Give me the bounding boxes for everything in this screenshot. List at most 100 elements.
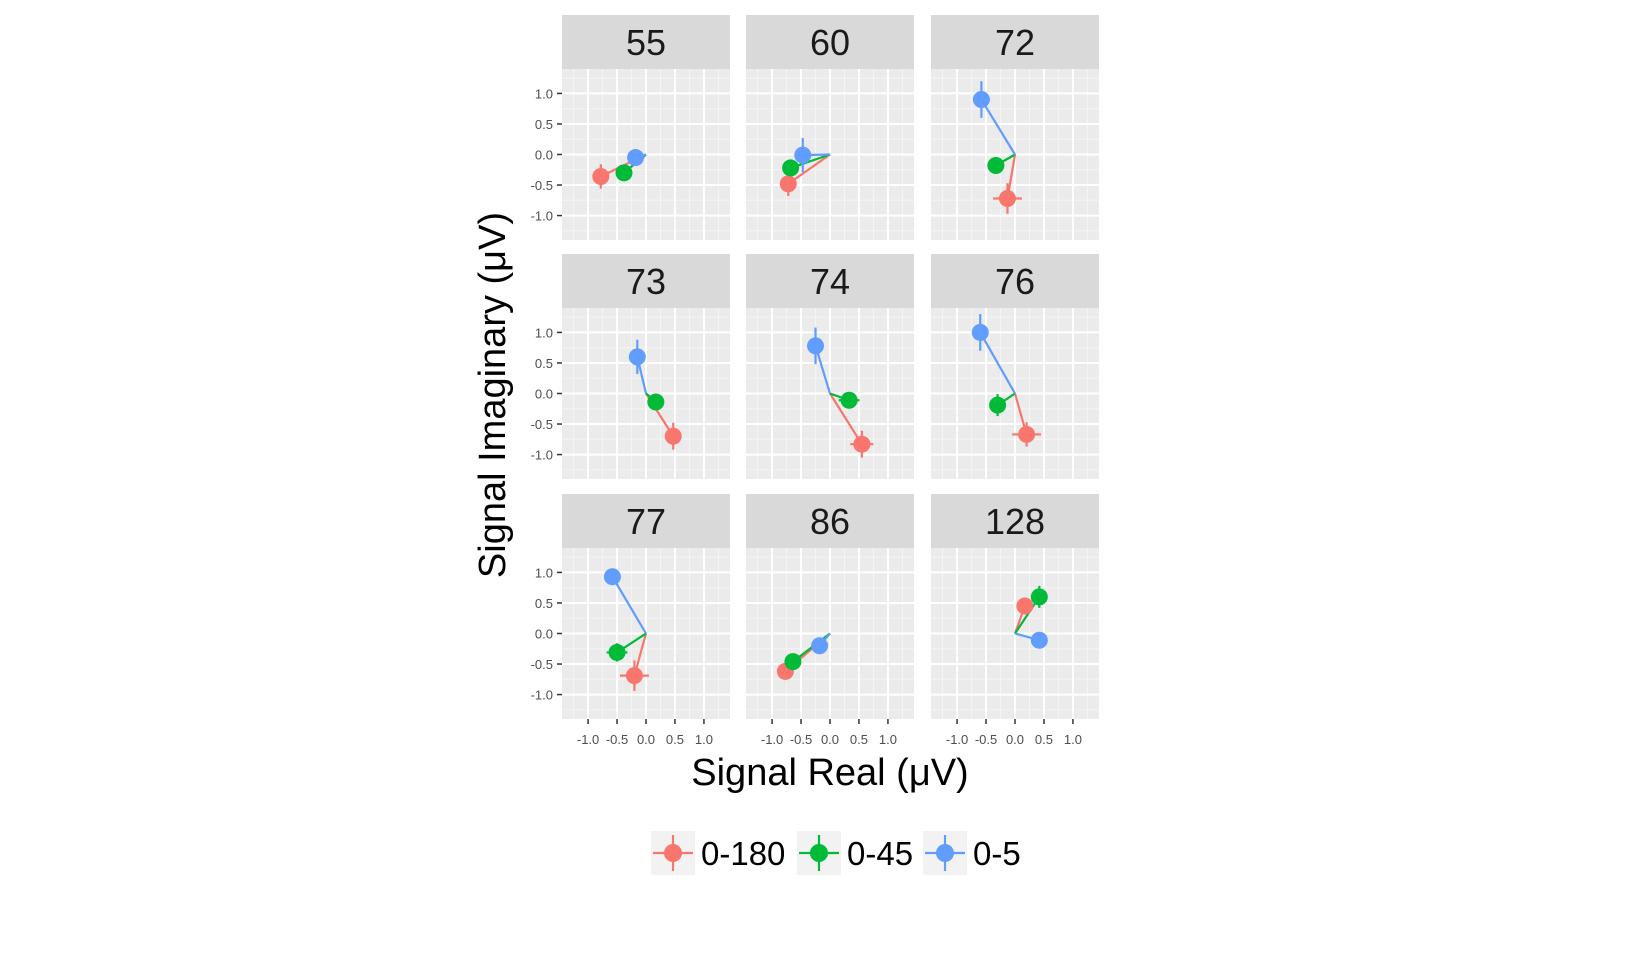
y-tick-label: 0.5: [535, 356, 553, 371]
y-tick-label: 0.5: [535, 117, 553, 132]
facet-strip-label: 74: [810, 261, 850, 302]
y-tick-label: 1.0: [535, 86, 553, 101]
data-point: [625, 667, 643, 685]
facet-strip: [746, 494, 914, 548]
data-point: [971, 323, 989, 341]
facet-strip-label: 77: [626, 501, 666, 542]
data-point: [794, 146, 812, 164]
data-point: [664, 427, 682, 445]
facet-panel: 86: [746, 494, 914, 719]
facet-strip: [931, 494, 1099, 548]
facet-panel: 76: [931, 254, 1099, 479]
facet-strip: [931, 254, 1099, 308]
facet-strip: [562, 494, 730, 548]
x-tick-label: 0.5: [1035, 732, 1053, 747]
facet-strip-label: 72: [995, 22, 1035, 63]
data-point: [811, 637, 829, 655]
facet-panel: 77: [562, 494, 730, 719]
series-segment: [829, 392, 863, 445]
facet-panel: 74: [746, 254, 914, 479]
y-axis-title: Signal Imaginary (μV): [472, 212, 514, 578]
series-segment: [980, 98, 1016, 156]
shared-axes: 1.0 0.5 0.0 -0.5 -1.0 1.0 0.5 0.0 -0.5 -1.0 1.0 0.5…: [531, 86, 1082, 747]
x-tick-label: 0.0: [637, 732, 655, 747]
facet-strip: [746, 254, 914, 308]
facet-panel: 128: [931, 494, 1099, 719]
data-point: [998, 189, 1016, 207]
series-segment: [979, 331, 1016, 395]
series-segment: [611, 576, 647, 635]
facet-strip: [746, 15, 914, 69]
legend: 0-180 0-45 0-5: [651, 831, 1021, 875]
facet-panel: 73: [562, 254, 730, 479]
y-tick-label: 0.0: [535, 627, 553, 642]
x-tick-label: -0.5: [606, 732, 628, 747]
facet-strip-label: 128: [985, 501, 1045, 542]
facet-strip-label: 73: [626, 261, 666, 302]
y-tick-label: 1.0: [535, 325, 553, 340]
x-axis-title: Signal Real (μV): [691, 752, 968, 794]
y-tick-label: -0.5: [531, 657, 553, 672]
y-tick-label: -1.0: [531, 688, 553, 703]
facet-strip-label: 60: [810, 22, 850, 63]
legend-key-point: [664, 844, 682, 862]
y-tick-label: -0.5: [531, 417, 553, 432]
x-tick-label: 1.0: [1064, 732, 1082, 747]
facet-strip-label: 55: [626, 22, 666, 63]
facet-grid: 55 60 72 73 74 76 77 86 128: [562, 15, 1099, 719]
data-point: [1030, 631, 1048, 649]
data-point: [627, 149, 645, 167]
data-point: [782, 159, 800, 177]
data-point: [807, 337, 825, 355]
facet-strip: [562, 254, 730, 308]
y-tick-label: 0.5: [535, 596, 553, 611]
x-tick-label: -0.5: [790, 732, 812, 747]
x-tick-label: 0.5: [850, 732, 868, 747]
x-tick-label: 1.0: [695, 732, 713, 747]
x-tick-label: 1.0: [879, 732, 897, 747]
data-point: [592, 167, 610, 185]
data-point: [615, 164, 633, 182]
x-tick-label: 0.0: [821, 732, 839, 747]
data-point: [989, 396, 1007, 414]
legend-key-point: [810, 844, 828, 862]
legend-label: 0-5: [973, 835, 1021, 872]
facet-strip-label: 76: [995, 261, 1035, 302]
y-tick-label: 0.0: [535, 148, 553, 163]
facet-panel: 60: [746, 15, 914, 240]
facet-panel: 72: [931, 15, 1099, 240]
x-tick-label: 0.0: [1006, 732, 1024, 747]
y-tick-label: -1.0: [531, 448, 553, 463]
y-tick-label: 1.0: [535, 565, 553, 580]
facet-panel: 55: [562, 15, 730, 240]
data-point: [987, 156, 1005, 174]
data-point: [853, 435, 871, 453]
data-point: [779, 175, 797, 193]
x-tick-label: -1.0: [577, 732, 599, 747]
data-point: [1016, 597, 1034, 615]
data-point: [972, 91, 990, 109]
y-tick-label: 0.0: [535, 387, 553, 402]
x-tick-label: -1.0: [761, 732, 783, 747]
x-tick-label: -1.0: [946, 732, 968, 747]
facet-strip: [562, 15, 730, 69]
data-point: [840, 391, 858, 409]
facet-strip-label: 86: [810, 501, 850, 542]
y-tick-label: -0.5: [531, 178, 553, 193]
data-point: [1030, 588, 1048, 606]
y-tick-label: -1.0: [531, 209, 553, 224]
data-point: [784, 653, 802, 671]
data-point: [608, 643, 626, 661]
x-tick-label: 0.5: [666, 732, 684, 747]
legend-label: 0-45: [847, 835, 913, 872]
x-tick-label: -0.5: [975, 732, 997, 747]
data-point: [1018, 425, 1036, 443]
legend-key-point: [936, 844, 954, 862]
facet-strip: [931, 15, 1099, 69]
legend-label: 0-180: [701, 835, 785, 872]
data-point: [628, 348, 646, 366]
data-point: [647, 393, 665, 411]
data-point: [603, 568, 621, 586]
